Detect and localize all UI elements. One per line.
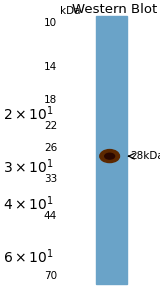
Ellipse shape	[100, 150, 120, 162]
Text: 28kDa: 28kDa	[130, 151, 160, 161]
Text: kDa: kDa	[60, 6, 81, 16]
Text: Western Blot: Western Blot	[72, 3, 157, 16]
Ellipse shape	[105, 153, 115, 159]
Bar	[96, 16, 127, 284]
